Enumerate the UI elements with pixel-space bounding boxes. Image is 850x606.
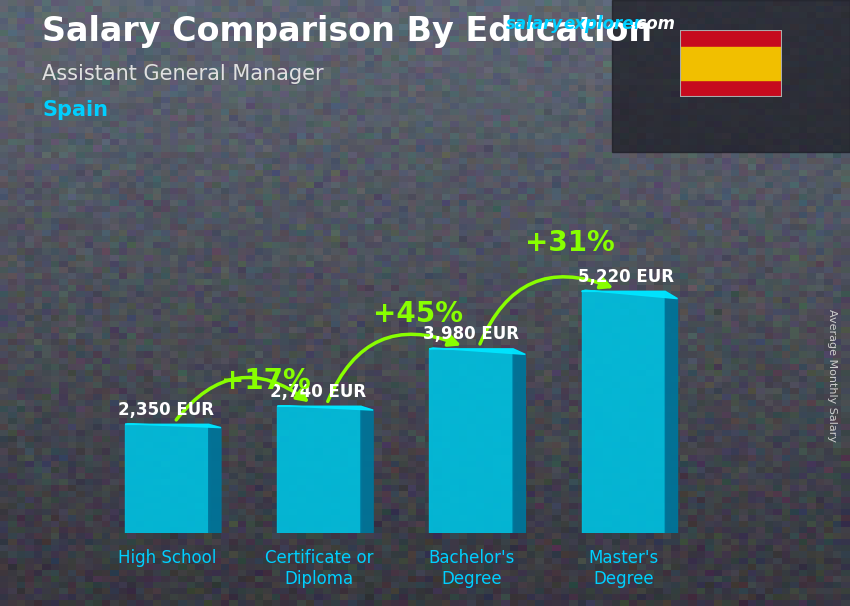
Polygon shape	[277, 406, 361, 533]
Text: 2,350 EUR: 2,350 EUR	[118, 401, 214, 419]
Polygon shape	[429, 348, 525, 355]
Text: Assistant General Manager: Assistant General Manager	[42, 64, 324, 84]
Text: salary: salary	[506, 15, 563, 33]
Text: explorer: explorer	[564, 15, 643, 33]
Text: 3,980 EUR: 3,980 EUR	[422, 325, 518, 343]
Text: 5,220 EUR: 5,220 EUR	[578, 268, 674, 286]
Text: Salary Comparison By Education: Salary Comparison By Education	[42, 15, 653, 48]
Text: Average Monthly Salary: Average Monthly Salary	[827, 309, 837, 442]
Polygon shape	[581, 291, 666, 533]
Text: +17%: +17%	[221, 367, 311, 395]
Polygon shape	[125, 424, 209, 533]
Polygon shape	[666, 291, 677, 533]
Polygon shape	[125, 424, 221, 428]
Text: .com: .com	[630, 15, 675, 33]
Bar	[680, 47, 782, 81]
Text: +31%: +31%	[525, 228, 615, 257]
Text: Spain: Spain	[42, 100, 109, 120]
Polygon shape	[581, 290, 677, 299]
Polygon shape	[513, 349, 525, 533]
Polygon shape	[361, 406, 373, 533]
Text: 2,740 EUR: 2,740 EUR	[270, 383, 366, 401]
Text: +45%: +45%	[373, 300, 463, 328]
Polygon shape	[277, 405, 373, 410]
Polygon shape	[209, 424, 221, 533]
Polygon shape	[429, 349, 513, 533]
